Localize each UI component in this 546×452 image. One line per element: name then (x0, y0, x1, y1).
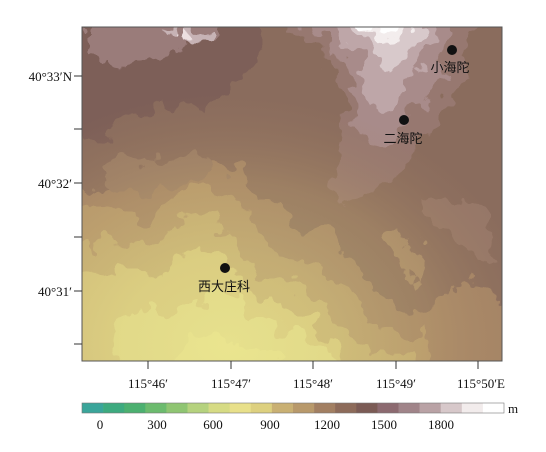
colorbar-label-300: 300 (147, 417, 167, 432)
colorbar-unit: m (508, 401, 518, 416)
colorbar-label-0: 0 (97, 417, 104, 432)
colorbar-segment (335, 403, 357, 413)
colorbar-segment (356, 403, 378, 413)
place-erhaituo: 二海陀 (383, 115, 423, 147)
x-label-4: 115°49′ (376, 376, 416, 391)
colorbar-segment (398, 403, 420, 413)
colorbar-segment (314, 403, 336, 413)
colorbar-segment (103, 403, 125, 413)
y-label-2: 40°32′ (38, 176, 72, 191)
colorbar-segment (377, 403, 399, 413)
colorbar-segment (440, 403, 463, 413)
colorbar-segment (229, 403, 252, 413)
colorbar-segment (187, 403, 209, 413)
x-label-5: 115°50′E (457, 376, 505, 391)
x-label-2: 115°47′ (211, 376, 251, 391)
colorbar-label-900: 900 (260, 417, 280, 432)
colorbar-label-1500: 1500 (371, 417, 397, 432)
elevation-colorbar (81, 402, 505, 414)
map-frame (81, 26, 503, 362)
y-label-3: 40°31′ (38, 284, 72, 299)
colorbar-segment (208, 403, 230, 413)
place-marker (447, 45, 457, 55)
colorbar-segment (145, 403, 167, 413)
place-xidazhuangke: 西大庄科 (198, 263, 250, 295)
bottom-ticks (147, 361, 479, 369)
colorbar-segment (166, 403, 188, 413)
place-label: 小海陀 (430, 60, 469, 76)
elevation-raster (82, 27, 502, 361)
colorbar-segment (293, 403, 315, 413)
colorbar-label-1800: 1800 (428, 417, 454, 432)
colorbar-segment (419, 403, 441, 413)
colorbar-segment (250, 403, 273, 413)
colorbar-segment (461, 403, 484, 413)
x-label-3: 115°48′ (293, 376, 333, 391)
x-label-1: 115°46′ (128, 376, 168, 391)
place-xiaohaituo: 小海陀 (430, 45, 470, 76)
colorbar-label-1200: 1200 (314, 417, 340, 432)
y-label-1: 40°33′N (29, 69, 73, 84)
left-ticks (74, 75, 82, 345)
place-label: 二海陀 (383, 131, 422, 147)
colorbar-tick-labels: 0 300 600 900 1200 1500 1800 (97, 417, 454, 432)
place-label: 西大庄科 (198, 279, 250, 295)
colorbar-segment (271, 403, 294, 413)
colorbar-segment (82, 403, 104, 413)
colorbar-segment (482, 403, 505, 413)
colorbar-segment (124, 403, 146, 413)
place-marker (399, 115, 409, 125)
colorbar-label-600: 600 (203, 417, 223, 432)
colorbar-border (81, 402, 505, 414)
place-marker (220, 263, 230, 273)
